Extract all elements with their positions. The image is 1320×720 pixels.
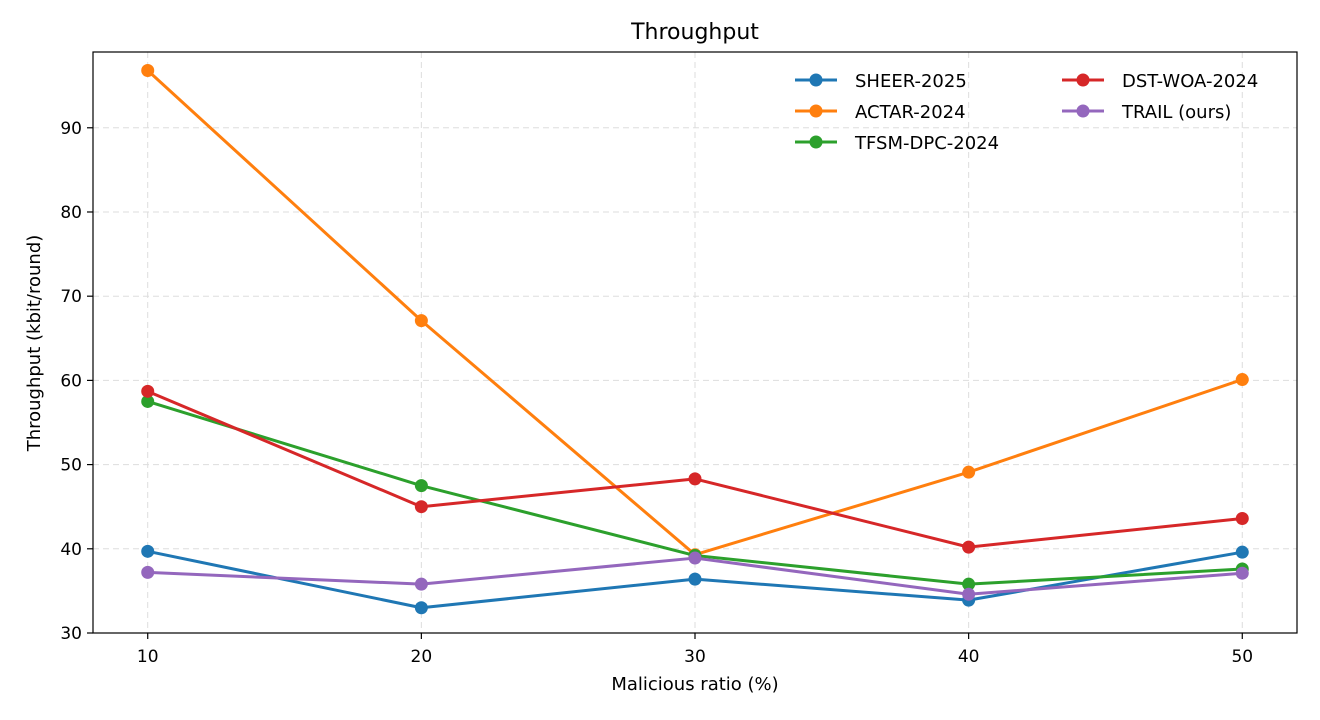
x-axis-label: Malicious ratio (%) [611,674,778,695]
y-tick-label: 60 [60,371,82,391]
y-axis-ticks: 30 40 50 60 70 80 90 [60,119,93,644]
data-point [141,565,155,579]
legend-entry: DST-WOA-2024 [1062,71,1258,92]
y-tick-label: 90 [60,119,82,139]
legend-label: DST-WOA-2024 [1122,71,1258,92]
data-point [141,64,155,78]
y-tick-label: 40 [60,540,82,560]
x-axis-ticks: 10 20 30 40 50 [137,633,1253,667]
y-axis-label: Throughput (kbit/round) [24,235,45,453]
data-point [1235,566,1249,580]
series-layer [141,64,1249,615]
x-tick-label: 30 [684,647,706,667]
data-point [414,479,428,493]
legend-swatch-marker [809,104,823,118]
data-point [962,540,976,554]
legend-entry: SHEER-2025 [795,71,967,92]
data-point [688,472,702,486]
x-tick-label: 10 [137,647,159,667]
legend-label: TRAIL (ours) [1121,102,1231,123]
legend-label: TFSM-DPC-2024 [854,133,999,154]
x-tick-label: 40 [958,647,980,667]
y-tick-label: 30 [60,624,82,644]
x-tick-label: 20 [411,647,433,667]
legend-label: SHEER-2025 [855,71,967,92]
data-point [414,601,428,615]
data-point [414,314,428,328]
legend-entry: TRAIL (ours) [1062,102,1231,123]
x-tick-label: 50 [1231,647,1253,667]
chart-title: Throughput [630,20,759,45]
data-point [414,500,428,514]
legend-entry: ACTAR-2024 [795,102,966,123]
data-point [688,551,702,565]
data-point [962,465,976,479]
series-4 [141,551,1249,601]
data-point [962,577,976,591]
series-3 [141,384,1249,554]
grid-lines [93,52,1297,634]
data-point [1235,373,1249,387]
data-point [688,572,702,586]
y-tick-label: 50 [60,456,82,476]
data-point [141,394,155,408]
legend-swatch-marker [809,73,823,87]
legend-label: ACTAR-2024 [855,102,966,123]
legend-swatch-marker [809,135,823,149]
y-tick-label: 80 [60,203,82,223]
data-point [1235,545,1249,559]
data-point [414,577,428,591]
data-point [141,384,155,398]
legend-swatch-marker [1076,73,1090,87]
legend: SHEER-2025 ACTAR-2024 TFSM-DPC-2024 DST-WOA… [795,71,1258,154]
y-tick-label: 70 [60,287,82,307]
data-point [962,587,976,601]
data-point [1235,511,1249,525]
data-point [141,544,155,558]
legend-swatch-marker [1076,104,1090,118]
legend-entry: TFSM-DPC-2024 [795,133,999,154]
